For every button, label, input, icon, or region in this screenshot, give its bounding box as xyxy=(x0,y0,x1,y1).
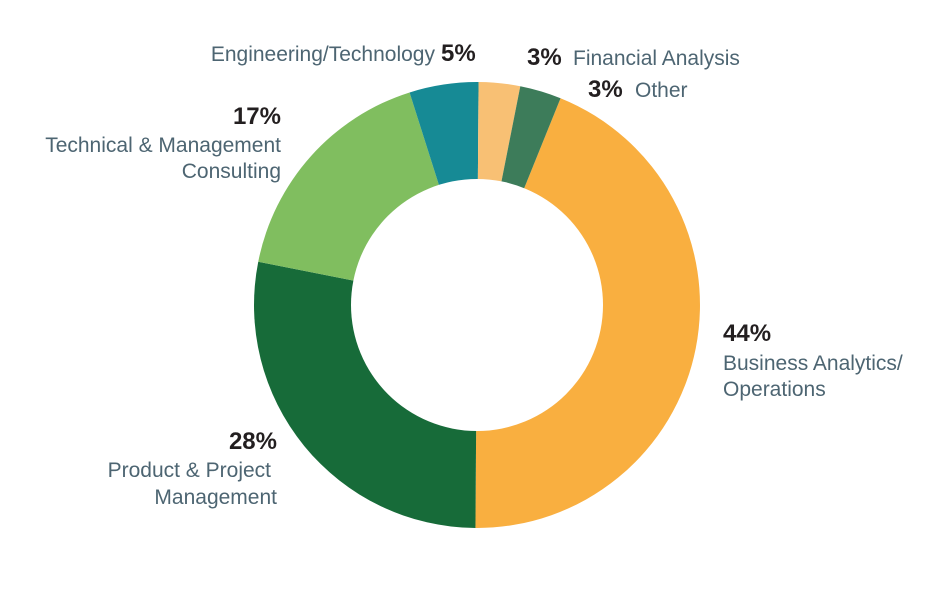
donut-hole xyxy=(351,179,603,431)
label-product-project-line2: Management xyxy=(154,486,277,509)
label-engineering-line1: Engineering/Technology xyxy=(211,43,436,66)
label-business-analytics-line2: Operations xyxy=(723,378,826,401)
label-other-line1: Other xyxy=(635,79,688,102)
label-business-analytics: 44% Business Analytics/ Operations xyxy=(723,320,903,401)
percent-financial-analysis: 3% xyxy=(527,44,562,71)
percent-business-analytics: 44% xyxy=(723,320,771,347)
label-technical-consulting-line1: Technical & Management xyxy=(45,134,281,157)
label-technical-consulting: 17% Technical & Management Consulting xyxy=(45,103,281,183)
label-other: 3% Other xyxy=(588,76,688,103)
label-engineering: Engineering/Technology 5% xyxy=(211,40,476,67)
label-financial-analysis: 3% Financial Analysis xyxy=(527,44,740,71)
label-product-project-line1: Product & Project xyxy=(108,459,272,482)
percent-technical-consulting: 17% xyxy=(233,103,281,130)
percent-other: 3% xyxy=(588,76,623,103)
label-product-project: 28% Product & Project Management xyxy=(108,428,278,509)
label-business-analytics-line1: Business Analytics/ xyxy=(723,352,903,375)
label-financial-analysis-line1: Financial Analysis xyxy=(573,47,740,70)
percent-product-project: 28% xyxy=(229,428,277,455)
label-technical-consulting-line2: Consulting xyxy=(182,160,281,183)
percent-engineering: 5% xyxy=(441,40,476,67)
